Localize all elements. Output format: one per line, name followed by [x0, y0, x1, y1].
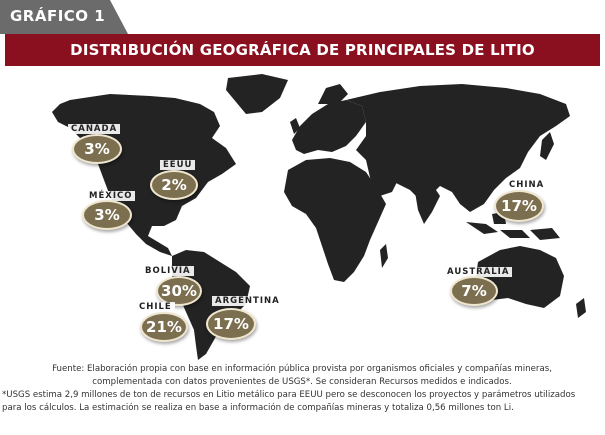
- australia-shape: [476, 246, 564, 308]
- greenland-shape: [226, 74, 288, 114]
- source-note-line-1: Fuente: Elaboración propia con base en i…: [52, 364, 552, 374]
- badge-eeuu: 2%: [150, 170, 198, 200]
- india-shape: [414, 184, 440, 224]
- badge-mexico: 3%: [82, 200, 132, 230]
- north-america-shape: [52, 94, 236, 256]
- indonesia-shape: [466, 212, 530, 238]
- source-note-line-2: complementada con datos provenientes de …: [92, 377, 512, 387]
- europe-shape: [292, 100, 366, 154]
- chart-number-tab: [0, 0, 128, 34]
- source-notes: Fuente: Elaboración propia con base en i…: [2, 363, 602, 415]
- scandinavia-shape: [318, 84, 348, 104]
- africa-shape: [284, 158, 386, 282]
- madagascar-shape: [380, 244, 388, 268]
- label-argentina: ARGENTINA: [212, 296, 283, 306]
- japan-shape: [540, 132, 554, 160]
- source-note-line-4: para los cálculos. La estimación se real…: [2, 403, 514, 413]
- asia-shape: [346, 84, 570, 212]
- label-china: CHINA: [506, 180, 548, 190]
- badge-chile: 21%: [140, 312, 188, 342]
- arabia-shape: [366, 160, 398, 196]
- title-bar: DISTRIBUCIÓN GEOGRÁFICA DE PRINCIPALES D…: [5, 34, 600, 66]
- new-guinea-shape: [530, 228, 560, 240]
- badge-canada: 3%: [72, 134, 122, 164]
- badge-argentina: 17%: [206, 308, 256, 340]
- chart-number-label: GRÁFICO 1: [10, 7, 106, 25]
- source-note-line-3: *USGS estima 2,9 millones de ton de recu…: [2, 390, 576, 400]
- badge-australia: 7%: [450, 276, 498, 306]
- map-title: DISTRIBUCIÓN GEOGRÁFICA DE PRINCIPALES D…: [70, 41, 535, 59]
- uk-shape: [290, 118, 300, 134]
- badge-bolivia: 30%: [156, 276, 202, 306]
- label-australia: AUSTRALIA: [444, 267, 513, 277]
- new-zealand-shape: [576, 298, 586, 318]
- label-canada: CANADÁ: [68, 124, 121, 134]
- badge-china: 17%: [494, 190, 544, 222]
- label-eeuu: EEUU: [160, 160, 196, 170]
- label-chile: CHILE: [136, 302, 175, 312]
- alaska-shape: [52, 100, 70, 116]
- label-bolivia: BOLIVIA: [142, 266, 194, 276]
- label-mexico: MÉXICO: [86, 191, 136, 201]
